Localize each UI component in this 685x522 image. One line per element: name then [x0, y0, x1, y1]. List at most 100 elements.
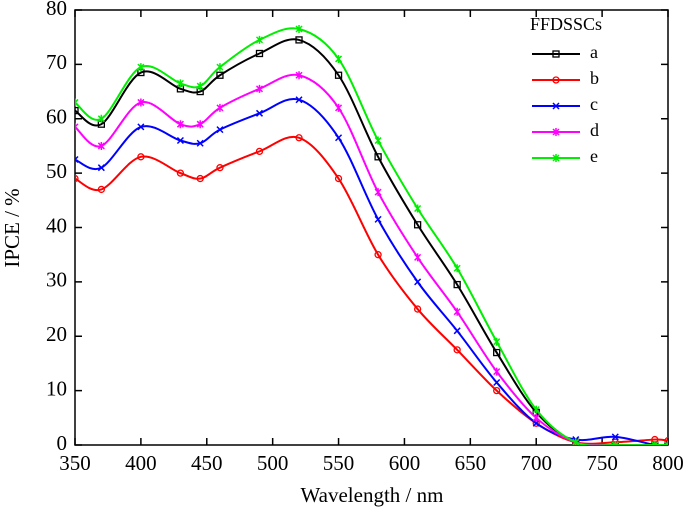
- marker: [414, 253, 422, 262]
- marker: [413, 221, 422, 229]
- marker: [216, 63, 224, 72]
- marker: [196, 139, 204, 147]
- marker: [334, 174, 343, 183]
- x-tick-label: 800: [652, 451, 684, 475]
- marker: [493, 367, 501, 376]
- series-line: [75, 135, 668, 445]
- marker: [216, 103, 224, 112]
- x-tick-label: 500: [257, 451, 289, 475]
- marker: [335, 134, 343, 142]
- y-tick-label: 80: [46, 0, 67, 20]
- y-tick-label: 20: [46, 322, 67, 346]
- x-tick-label: 400: [125, 451, 157, 475]
- marker: [335, 54, 343, 63]
- marker: [97, 114, 105, 123]
- marker: [532, 413, 540, 422]
- legend-marker: [552, 154, 560, 162]
- marker: [493, 337, 501, 346]
- marker: [196, 174, 204, 183]
- legend-label: c: [590, 94, 598, 114]
- y-tick-label: 50: [46, 159, 67, 183]
- legend-label: e: [590, 146, 598, 166]
- marker: [453, 307, 461, 316]
- legend-title: FFDSSCs: [530, 14, 602, 34]
- marker: [255, 109, 264, 117]
- marker: [176, 120, 184, 129]
- legend-label: a: [590, 42, 598, 62]
- y-tick-label: 40: [46, 213, 67, 237]
- marker: [532, 405, 540, 414]
- marker: [216, 71, 224, 79]
- marker: [295, 36, 303, 44]
- marker: [255, 147, 264, 156]
- legend-marker: [552, 76, 560, 84]
- marker: [196, 120, 204, 129]
- marker: [335, 103, 343, 112]
- marker: [664, 441, 668, 445]
- marker: [453, 280, 461, 289]
- series-line: [75, 27, 668, 445]
- marker: [97, 141, 105, 150]
- marker: [176, 169, 185, 177]
- x-tick-label: 350: [59, 451, 91, 475]
- marker: [572, 438, 580, 445]
- legend-marker: [552, 50, 560, 58]
- marker: [374, 188, 382, 197]
- marker: [137, 63, 145, 72]
- marker: [137, 123, 145, 131]
- x-tick-label: 700: [520, 451, 552, 475]
- series-line: [75, 73, 668, 445]
- marker: [493, 386, 501, 395]
- marker: [493, 348, 501, 357]
- x-tick-label: 600: [389, 451, 421, 475]
- y-tick-label: 30: [46, 268, 67, 292]
- marker: [453, 346, 461, 354]
- marker: [295, 134, 303, 142]
- x-tick-label: 550: [323, 451, 355, 475]
- legend-label: b: [590, 68, 599, 88]
- marker: [453, 264, 461, 273]
- marker: [651, 441, 659, 445]
- marker: [216, 126, 224, 134]
- marker: [295, 96, 303, 104]
- plot-area: [75, 25, 668, 445]
- legend-label: d: [590, 120, 599, 140]
- marker: [374, 251, 382, 259]
- marker: [196, 82, 204, 91]
- marker: [137, 98, 145, 107]
- marker: [216, 164, 224, 172]
- marker: [97, 164, 105, 172]
- marker: [97, 185, 106, 194]
- marker: [374, 215, 382, 223]
- marker: [295, 25, 303, 34]
- x-tick-label: 450: [191, 451, 223, 475]
- marker: [137, 153, 145, 161]
- legend-marker: [552, 102, 560, 110]
- x-tick-label: 750: [586, 451, 618, 475]
- y-axis-label: IPCE / %: [0, 188, 24, 267]
- marker: [75, 98, 79, 107]
- plot-frame: [74, 9, 669, 446]
- marker: [413, 305, 422, 313]
- marker: [414, 278, 422, 286]
- marker: [75, 122, 79, 131]
- x-tick-label: 650: [455, 451, 487, 475]
- marker: [295, 71, 303, 80]
- marker: [75, 106, 79, 115]
- marker: [532, 419, 540, 427]
- legend-marker: [552, 128, 560, 136]
- marker: [255, 49, 264, 58]
- marker: [611, 433, 619, 441]
- marker: [75, 174, 79, 183]
- y-tick-label: 60: [46, 105, 67, 129]
- y-tick-label: 0: [57, 431, 68, 455]
- marker: [414, 204, 422, 213]
- marker: [75, 156, 79, 164]
- y-tick-label: 10: [46, 376, 67, 400]
- marker: [664, 437, 668, 445]
- marker: [453, 327, 461, 335]
- marker: [255, 35, 264, 44]
- marker: [176, 79, 184, 88]
- y-tick-label: 70: [46, 50, 67, 74]
